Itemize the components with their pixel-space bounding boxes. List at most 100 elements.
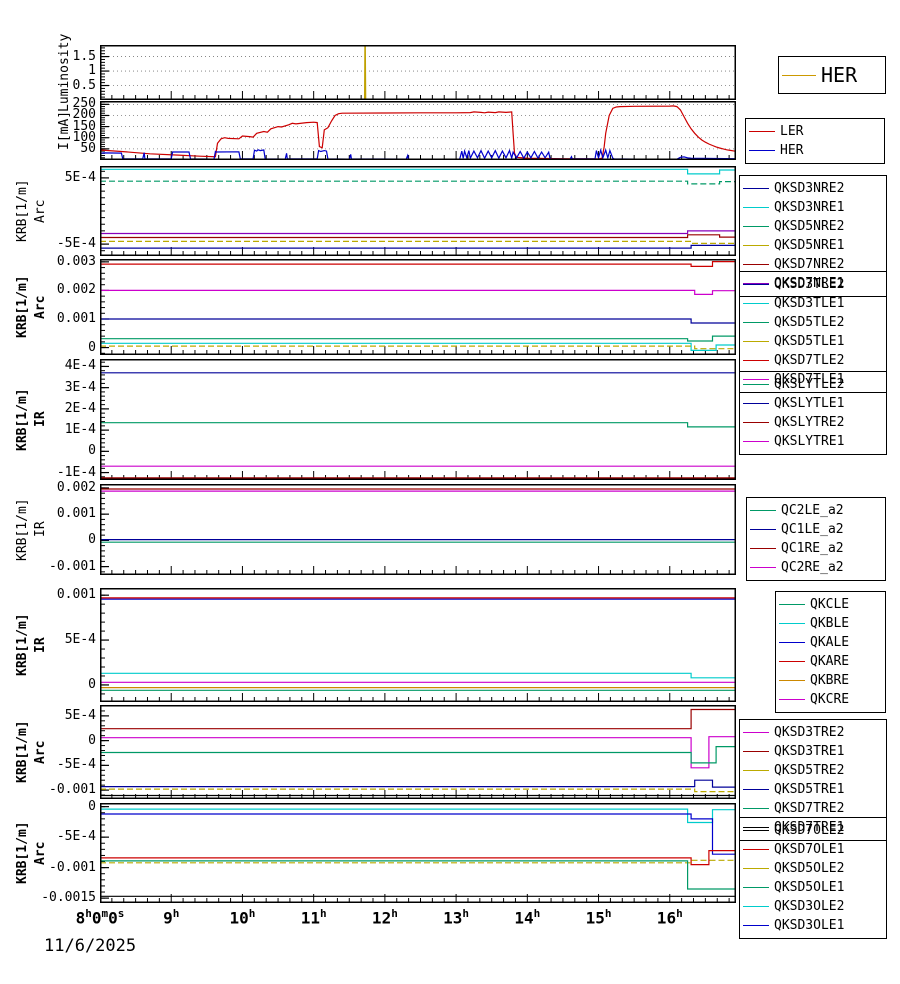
legend-entry: QC2RE_a2 xyxy=(747,558,885,577)
legend-entry: QKCLE xyxy=(776,595,885,614)
panel-beam-current xyxy=(100,101,736,160)
legend-line-swatch xyxy=(743,887,769,888)
series-QKSLYTLE2 xyxy=(100,422,736,428)
legend-label: QKSD7OLE1 xyxy=(774,842,845,857)
legend-label: QKSD3NRE1 xyxy=(774,200,845,215)
legend-entry: QKSD5TLE2 xyxy=(740,313,886,332)
legend-entry: QKSD3NRE2 xyxy=(740,179,886,198)
legend-krb-tle: QKSD3TLE2 QKSD3TLE1 QKSD5TLE2 QKSD5TLE1 QKSD… xyxy=(739,271,887,393)
y-tick-label: 5E-4 xyxy=(64,169,96,185)
series-QKSD7TLE2 xyxy=(100,260,736,268)
series-LER xyxy=(100,105,736,160)
legend-beam-current: LER HER xyxy=(745,118,885,164)
legend-line-swatch xyxy=(743,770,769,771)
y-tick-label: 0.001 xyxy=(56,587,96,603)
series-QKSD7OLE1 xyxy=(100,849,736,866)
series-QKSD5NRE1 xyxy=(100,240,736,245)
legend-line-swatch xyxy=(743,868,769,869)
series-QKSD5OLE1 xyxy=(100,860,736,890)
panel-krb-arc-tle xyxy=(100,259,736,355)
legend-line-swatch xyxy=(743,207,769,208)
series-QKSD7NRE1 xyxy=(100,230,736,235)
legend-label: QKSLYTLE1 xyxy=(774,396,845,411)
legend-line-swatch xyxy=(743,379,769,380)
legend-line-swatch xyxy=(743,849,769,850)
legend-label: QKSD7OLE2 xyxy=(774,823,845,838)
series-QKSD3NRE2 xyxy=(100,244,736,249)
legend-line-swatch xyxy=(743,732,769,733)
legend-label: QKSLYTRE1 xyxy=(774,434,845,449)
legend-entry: QKSD3NRE1 xyxy=(740,198,886,217)
legend-line-swatch xyxy=(743,830,769,831)
legend-entry: QC1RE_a2 xyxy=(747,539,885,558)
legend-line-swatch xyxy=(750,529,776,530)
legend-line-swatch xyxy=(743,789,769,790)
legend-entry: QKSD7TLE2 xyxy=(740,351,886,370)
series-QKSD5TLE2 xyxy=(100,335,736,342)
series-HER-luminosity xyxy=(100,46,736,100)
legend-line-swatch xyxy=(749,131,775,132)
legend-label: QKSD7TLE2 xyxy=(774,353,845,368)
series-QKSD7NRE2 xyxy=(100,234,736,239)
panel-krb-arc-tre xyxy=(100,705,736,799)
legend-label: QKSD3NRE2 xyxy=(774,181,845,196)
x-tick-label: 9h xyxy=(163,907,180,928)
legend-label: HER xyxy=(821,63,858,87)
y-tick-label: 5E-4 xyxy=(64,707,96,723)
panel-krb-ir-qc xyxy=(100,484,736,575)
date-label: 11/6/2025 xyxy=(44,936,137,956)
x-tick-label: 12h xyxy=(371,907,398,928)
legend-entry: QKSD3TLE2 xyxy=(740,275,886,294)
legend-entry: QKSD7OLE2 xyxy=(740,821,886,840)
y-tick-label: -0.001 xyxy=(49,558,96,574)
legend-label: QKSD3TRE1 xyxy=(774,744,845,759)
x-tick-label: 11h xyxy=(300,907,327,928)
legend-line-swatch xyxy=(743,906,769,907)
y-tick-label: -5E-4 xyxy=(56,236,96,252)
y-tick-label: 0.5 xyxy=(72,77,96,93)
panel-ylabel-sub: IR xyxy=(33,521,48,538)
legend-qk: QKCLE QKBLE QKALE QKARE QKBRE QKCRE xyxy=(775,591,886,713)
legend-label: LER xyxy=(780,124,804,139)
legend-entry: QKSD5TRE2 xyxy=(740,761,886,780)
y-tick-label: 2E-4 xyxy=(64,400,96,416)
panel-krb-ir-qk xyxy=(100,588,736,702)
panel-ylabel: KRB[1/m] xyxy=(15,498,30,561)
legend-label: QKSD7NRE2 xyxy=(774,257,845,272)
y-tick-label: 5E-4 xyxy=(64,632,96,648)
legend-entry: QKSD7TRE2 xyxy=(740,799,886,818)
legend-line-swatch xyxy=(779,623,805,624)
y-tick-label: 0.002 xyxy=(56,282,96,298)
legend-entry: QKSD5NRE2 xyxy=(740,217,886,236)
legend-label: QKSD5OLE1 xyxy=(774,880,845,895)
legend-label: QKSD5NRE1 xyxy=(774,238,845,253)
y-tick-label: 4E-4 xyxy=(64,358,96,374)
legend-entry: HER xyxy=(746,141,884,160)
panel-ylabel: Luminosity xyxy=(57,33,72,112)
y-tick-label: 1E-4 xyxy=(64,422,96,438)
y-tick-label: 250 xyxy=(72,96,96,112)
legend-entry: QKSD5TRE1 xyxy=(740,780,886,799)
legend-line-swatch xyxy=(743,322,769,323)
legend-line-swatch xyxy=(743,360,769,361)
legend-line-swatch xyxy=(750,567,776,568)
legend-label: QKSLYTRE2 xyxy=(774,415,845,430)
legend-label: QKBRE xyxy=(810,673,850,688)
legend-line-swatch xyxy=(750,548,776,549)
legend-line-swatch xyxy=(743,303,769,304)
series-QKSD7TLE1 xyxy=(100,289,736,296)
legend-label: QKSD7TRE2 xyxy=(774,801,845,816)
y-tick-label: 0 xyxy=(88,443,96,459)
legend-label: QKSD5TRE2 xyxy=(774,763,845,778)
x-tick-label: 14h xyxy=(514,907,541,928)
legend-line-swatch xyxy=(749,150,775,151)
legend-line-swatch xyxy=(743,283,769,284)
legend-label: QKSD7NRE1 xyxy=(774,276,845,291)
legend-label: HER xyxy=(780,143,804,158)
y-tick-label: 0 xyxy=(88,676,96,692)
legend-entry: QKBRE xyxy=(776,671,885,690)
legend-line-swatch xyxy=(743,808,769,809)
legend-entry: QKALE xyxy=(776,633,885,652)
legend-entry: QKBLE xyxy=(776,614,885,633)
legend-label: QKSD5TLE1 xyxy=(774,334,845,349)
